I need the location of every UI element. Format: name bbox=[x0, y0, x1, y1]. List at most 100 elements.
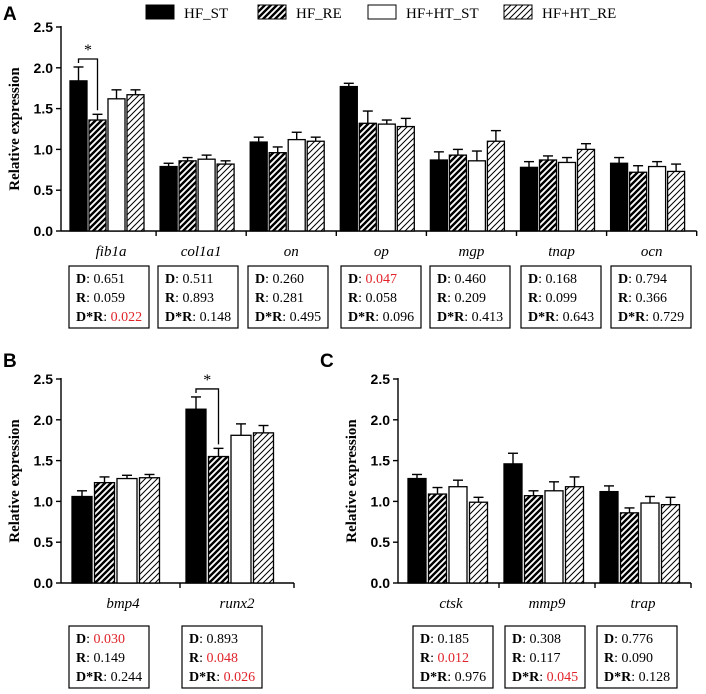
stats-key: D*R bbox=[76, 670, 104, 685]
stats-key: D bbox=[76, 632, 86, 647]
stats-box-frame bbox=[68, 265, 150, 329]
stats-row: D*R: 0.495 bbox=[255, 310, 321, 325]
bar-mgp-1 bbox=[448, 154, 468, 232]
stats-key: D bbox=[512, 632, 522, 647]
stats-sep: : bbox=[265, 291, 272, 306]
y-tick-label: 1.5 bbox=[34, 101, 54, 117]
bar-mgp-2 bbox=[467, 160, 487, 232]
stats-key: D bbox=[255, 272, 265, 287]
y-tick-label: 1.5 bbox=[371, 453, 391, 469]
stats-key: D bbox=[437, 272, 447, 287]
stats-value: 0.149 bbox=[94, 651, 126, 666]
y-axis-label: Relative expression bbox=[344, 419, 360, 543]
stats-key: R bbox=[76, 651, 87, 666]
stats-value: 0.090 bbox=[622, 651, 654, 666]
significance-star: * bbox=[84, 42, 92, 59]
bar-fib1a-2 bbox=[107, 98, 126, 232]
stats-value: 0.099 bbox=[546, 291, 578, 306]
bar-ocn-2 bbox=[647, 165, 667, 232]
bar-runx2-2 bbox=[230, 434, 252, 584]
stats-key: R bbox=[604, 651, 615, 666]
stats-value: 0.117 bbox=[530, 651, 561, 666]
stats-value: 0.495 bbox=[290, 310, 322, 325]
stats-sep: : bbox=[86, 651, 93, 666]
stats-box-frame bbox=[520, 265, 602, 329]
x-tick-label: ocn bbox=[641, 244, 663, 260]
stats-value: 0.128 bbox=[639, 670, 671, 685]
stats-box: D: 0.185 R: 0.012 D*R: 0.976 bbox=[412, 625, 494, 689]
bar-ctsk-1 bbox=[427, 493, 448, 584]
panel-letter-a: A bbox=[3, 4, 17, 25]
stats-row: D: 0.185 bbox=[420, 632, 469, 647]
stats-key: D*R bbox=[437, 310, 465, 325]
stats-row: R: 0.281 bbox=[255, 291, 304, 306]
stats-box: D: 0.511 R: 0.893 D*R: 0.148 bbox=[157, 265, 239, 329]
bar-bmp4-0 bbox=[71, 495, 93, 584]
stats-sep: : bbox=[103, 670, 110, 685]
stats-value: 0.893 bbox=[183, 291, 215, 306]
bar-ctsk-3 bbox=[468, 501, 489, 584]
stats-row: D: 0.651 bbox=[76, 272, 125, 287]
stats-sep: : bbox=[199, 632, 206, 647]
legend-label: HF_ST bbox=[184, 6, 228, 22]
bar-tnap-3 bbox=[576, 148, 596, 232]
legend-label: HF+HT_RE bbox=[542, 6, 616, 22]
stats-value: 0.168 bbox=[546, 272, 578, 287]
stats-sep: : bbox=[358, 272, 365, 287]
stats-sep: : bbox=[614, 651, 621, 666]
stats-row: R: 0.012 bbox=[420, 651, 469, 666]
stats-row: R: 0.058 bbox=[348, 291, 397, 306]
stats-row: D: 0.460 bbox=[437, 272, 486, 287]
stats-value: 0.260 bbox=[273, 272, 305, 287]
stats-box-frame bbox=[157, 265, 239, 329]
bar-ctsk-2 bbox=[448, 486, 468, 584]
stats-row: D: 0.511 bbox=[165, 272, 214, 287]
stats-row: D*R: 0.976 bbox=[420, 670, 486, 685]
stats-sep: : bbox=[192, 310, 199, 325]
stats-row: D*R: 0.045 bbox=[512, 670, 578, 685]
legend-item-hfht-re: HF+HT_RE bbox=[503, 4, 616, 22]
y-tick-label: 2.0 bbox=[34, 412, 54, 428]
stats-row: R: 0.149 bbox=[76, 651, 125, 666]
bar-mgp-3 bbox=[486, 140, 506, 232]
x-tick-label: on bbox=[284, 244, 299, 260]
panel-a-chart: 0.0 0.5 1.0 1.5 2.0 2.5 Relative expression fib… bbox=[7, 19, 698, 329]
stats-value: 0.776 bbox=[622, 632, 654, 647]
stats-row: D: 0.260 bbox=[255, 272, 304, 287]
legend-item-hf-st: HF_ST bbox=[145, 4, 228, 22]
stats-sep: : bbox=[175, 272, 182, 287]
y-tick-label: 1.5 bbox=[34, 453, 54, 469]
stats-sep: : bbox=[631, 670, 638, 685]
stats-row: D: 0.030 bbox=[76, 632, 125, 647]
stats-row: R: 0.059 bbox=[76, 291, 125, 306]
stats-row: D*R: 0.096 bbox=[348, 310, 414, 325]
stats-key: D*R bbox=[618, 310, 646, 325]
stats-sep: : bbox=[199, 651, 206, 666]
stats-value: 0.366 bbox=[636, 291, 668, 306]
y-tick-label: 2.0 bbox=[371, 412, 391, 428]
legend-label: HF+HT_ST bbox=[406, 6, 479, 22]
stats-key: R bbox=[348, 291, 359, 306]
x-tick-label: op bbox=[374, 244, 390, 260]
bar-runx2-1 bbox=[207, 455, 230, 584]
stats-sep: : bbox=[430, 632, 437, 647]
panel-letter-b: B bbox=[3, 351, 17, 372]
stats-box: D: 0.651 R: 0.059 D*R: 0.022 bbox=[68, 265, 150, 329]
stats-sep: : bbox=[447, 670, 454, 685]
stats-key: R bbox=[165, 291, 176, 306]
stats-box: D: 0.893 R: 0.048 D*R: 0.026 bbox=[181, 625, 263, 689]
stats-row: D*R: 0.148 bbox=[165, 310, 231, 325]
stats-key: D*R bbox=[420, 670, 448, 685]
stats-row: R: 0.893 bbox=[165, 291, 214, 306]
bar-col1a1-0 bbox=[159, 165, 178, 232]
stats-row: R: 0.090 bbox=[604, 651, 653, 666]
stats-value: 0.185 bbox=[438, 632, 470, 647]
y-tick-label: 1.0 bbox=[34, 141, 54, 157]
stats-key: D bbox=[604, 632, 614, 647]
y-tick-label: 2.5 bbox=[371, 371, 391, 387]
bar-on-0 bbox=[249, 141, 268, 232]
x-tick-label: trap bbox=[630, 596, 656, 612]
stats-sep: : bbox=[447, 272, 454, 287]
legend: HF_ST HF_RE HF+HT_ST HF+HT_RE bbox=[145, 4, 616, 22]
stats-key: R bbox=[420, 651, 431, 666]
